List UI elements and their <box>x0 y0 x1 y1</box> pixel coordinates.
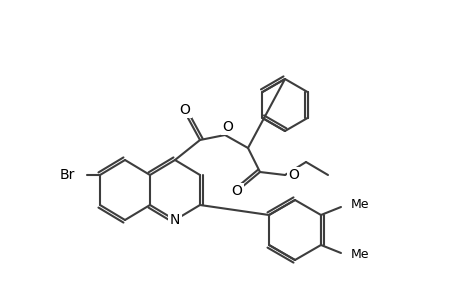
Text: O: O <box>231 184 242 198</box>
Text: Br: Br <box>60 168 75 182</box>
Text: Me: Me <box>350 248 369 262</box>
Text: O: O <box>222 120 233 134</box>
Text: O: O <box>179 103 190 117</box>
Text: N: N <box>169 213 180 227</box>
Text: O: O <box>287 168 298 182</box>
Text: Me: Me <box>350 199 369 212</box>
